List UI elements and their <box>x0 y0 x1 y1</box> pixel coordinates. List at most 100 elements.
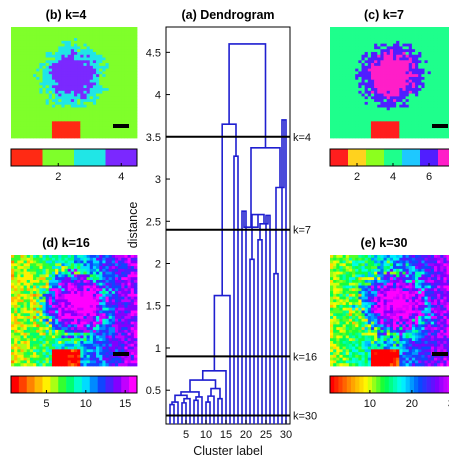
map-pixel <box>23 113 28 117</box>
map-pixel <box>14 260 18 264</box>
map-pixel <box>405 49 410 53</box>
map-pixel <box>17 327 21 331</box>
map-pixel <box>105 27 110 31</box>
map-pixel <box>118 302 122 306</box>
map-pixel <box>11 316 15 320</box>
map-pixel <box>330 79 334 83</box>
scale-bar <box>113 124 129 128</box>
map-pixel <box>99 79 103 83</box>
map-pixel <box>58 255 62 259</box>
map-pixel <box>48 332 53 336</box>
map-pixel <box>118 338 122 342</box>
map-pixel <box>23 363 28 367</box>
map-pixel <box>29 329 34 334</box>
map-pixel <box>396 57 400 61</box>
map-pixel <box>86 82 91 86</box>
map-pixel <box>361 104 366 108</box>
map-pixel <box>17 40 21 45</box>
map-pixel <box>355 88 359 92</box>
map-pixel <box>433 60 438 64</box>
map-pixel <box>23 74 28 78</box>
map-pixel <box>23 313 28 317</box>
map-pixel <box>102 349 106 353</box>
map-pixel <box>443 82 447 86</box>
map-pixel <box>61 321 65 325</box>
map-pixel <box>74 357 78 361</box>
map-pixel <box>64 68 69 72</box>
map-pixel <box>92 285 97 289</box>
map-pixel <box>118 43 122 47</box>
map-pixel <box>92 346 97 350</box>
map-pixel <box>92 90 97 94</box>
map-pixel <box>14 288 18 292</box>
map-pixel <box>80 63 84 67</box>
map-pixel <box>58 296 62 300</box>
map-pixel <box>102 288 106 292</box>
map-pixel <box>11 349 15 353</box>
map-pixel <box>130 29 135 33</box>
map-pixel <box>39 118 43 122</box>
map-pixel <box>396 124 400 128</box>
map-pixel <box>102 260 106 264</box>
map-pixel <box>415 32 419 36</box>
map-pixel <box>70 277 75 281</box>
map-pixel <box>42 313 47 317</box>
map-pixel <box>67 304 72 309</box>
map-pixel <box>333 71 337 75</box>
map-pixel <box>55 99 59 103</box>
map-pixel <box>418 57 422 61</box>
map-pixel <box>415 129 419 133</box>
map-pixel <box>39 354 43 359</box>
map-pixel <box>118 257 122 261</box>
map-pixel <box>55 329 59 334</box>
map-pixel <box>130 43 135 47</box>
map-pixel <box>33 327 37 331</box>
map-pixel <box>111 307 116 311</box>
map-pixel <box>39 346 43 350</box>
map-pixel <box>77 354 81 359</box>
map-pixel <box>64 85 69 89</box>
map-pixel <box>48 266 53 270</box>
map-pixel <box>339 129 343 133</box>
map-pixel <box>121 29 125 33</box>
map-pixel <box>64 126 69 131</box>
map-pixel <box>26 360 31 364</box>
map-pixel <box>386 121 391 125</box>
map-pixel <box>433 104 438 108</box>
map-pixel <box>370 101 375 106</box>
map-pixel <box>345 257 350 261</box>
map-pixel <box>42 321 47 325</box>
map-pixel <box>130 63 135 67</box>
map-pixel <box>99 310 103 314</box>
map-pixel <box>130 341 135 345</box>
map-pixel <box>124 263 128 267</box>
map-pixel <box>402 255 406 259</box>
map-pixel <box>367 113 372 117</box>
map-pixel <box>61 60 65 64</box>
map-pixel <box>77 307 81 311</box>
map-pixel <box>339 49 343 53</box>
map-pixel <box>83 118 87 122</box>
map-pixel <box>121 285 125 289</box>
map-pixel <box>396 255 400 259</box>
map-pixel <box>77 274 81 278</box>
map-pixel <box>333 88 337 92</box>
map-pixel <box>402 257 406 261</box>
map-pixel <box>70 115 75 119</box>
map-pixel <box>374 60 378 64</box>
map-pixel <box>58 329 62 334</box>
map-pixel <box>83 307 87 311</box>
map-pixel <box>51 101 56 106</box>
map-pixel <box>355 51 359 56</box>
map-pixel <box>33 360 37 364</box>
map-pixel <box>133 129 138 133</box>
map-pixel <box>67 268 72 273</box>
map-pixel <box>330 124 334 128</box>
map-pixel <box>408 93 413 97</box>
map-pixel <box>74 76 78 81</box>
map-pixel <box>342 263 347 267</box>
map-pixel <box>443 260 447 264</box>
map-pixel <box>124 335 128 339</box>
map-pixel <box>402 57 406 61</box>
map-pixel <box>118 79 122 83</box>
